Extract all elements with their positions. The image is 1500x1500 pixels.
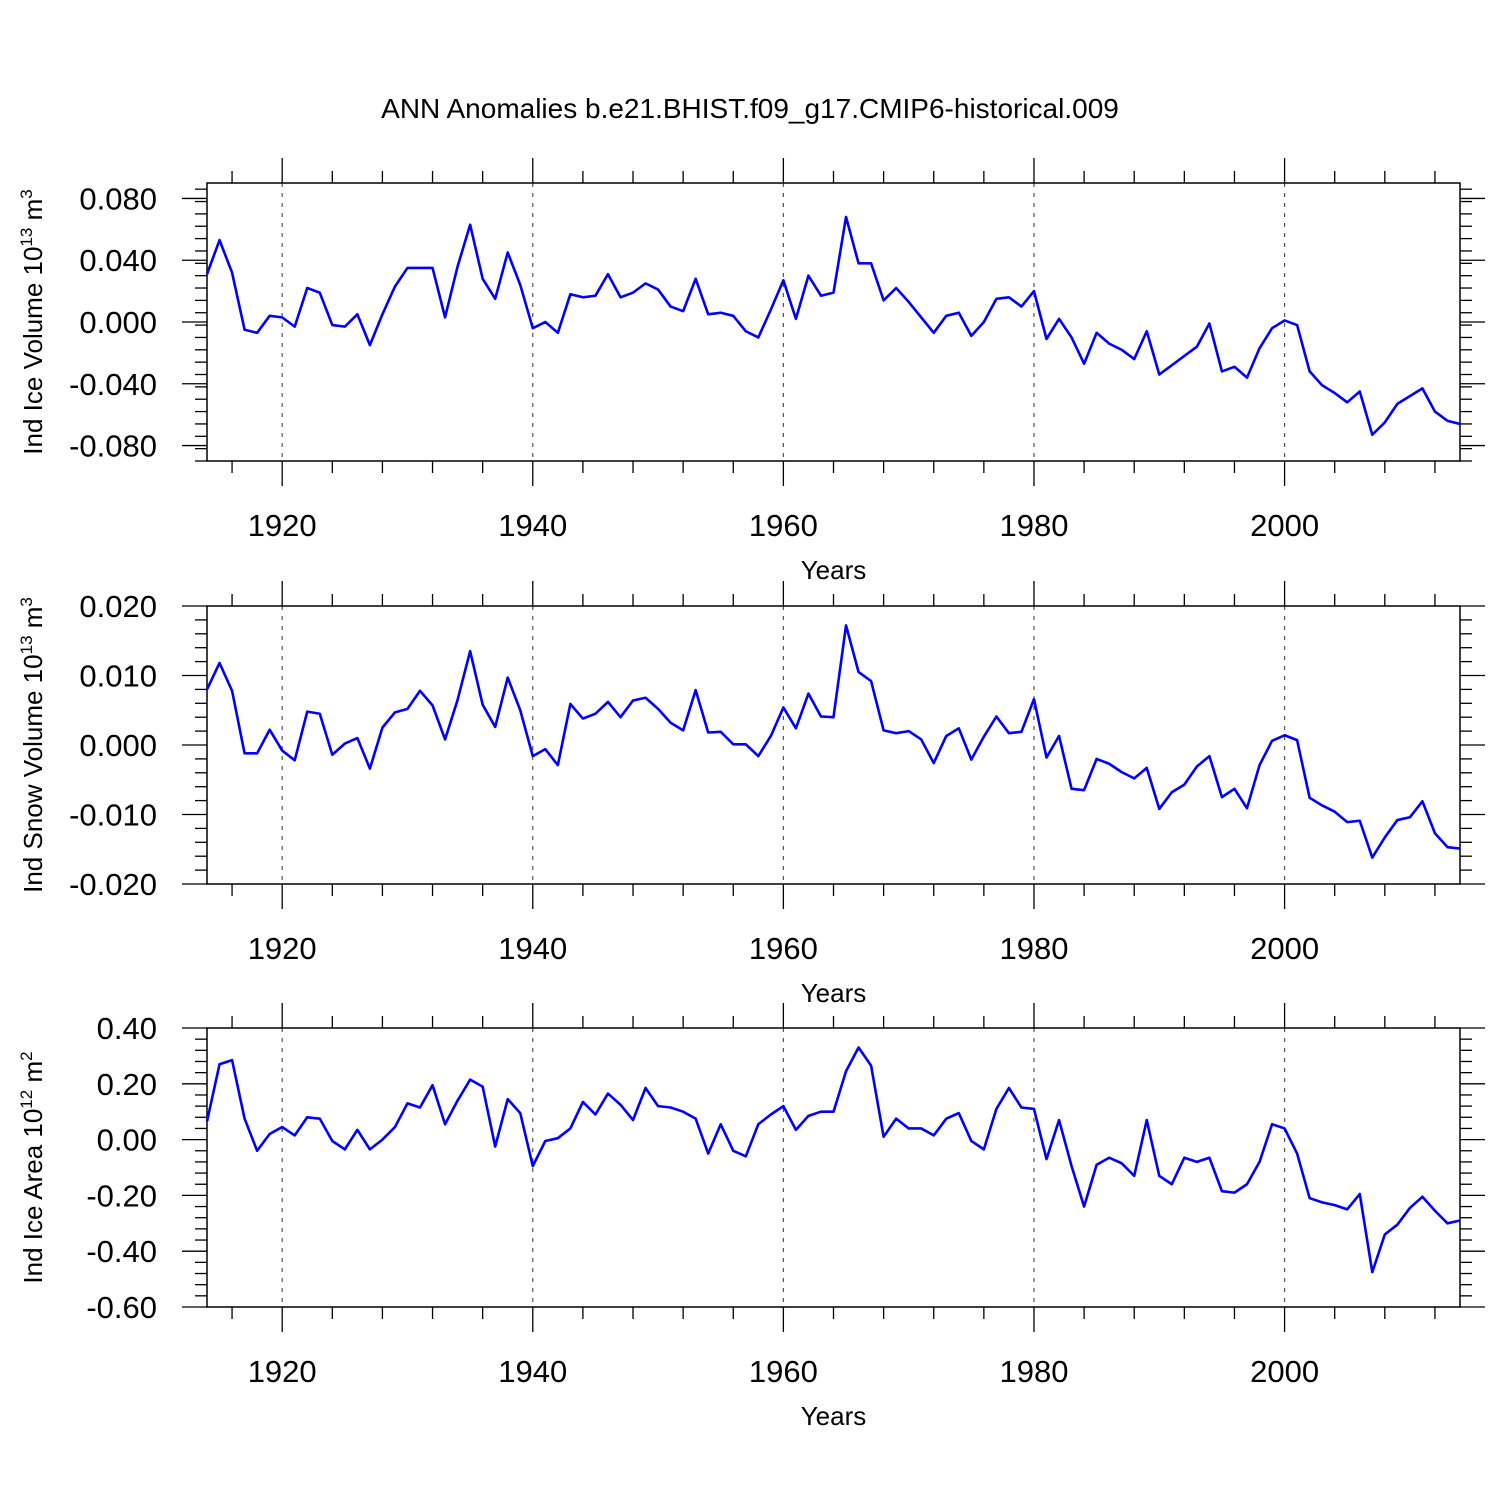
y-axis-label-unit-exponent: 3 xyxy=(17,597,36,606)
x-tick-label-1960: 1960 xyxy=(749,1354,818,1389)
y-axis-label-exponent: 12 xyxy=(17,1090,36,1109)
y-axis-label-main: Ind Ice Area 10 xyxy=(18,1109,48,1284)
y-tick-label: 0.000 xyxy=(79,305,157,340)
y-axis-label-unit-exponent: 2 xyxy=(17,1051,36,1060)
series-line-ice-volume xyxy=(205,215,1461,437)
y-tick-label: 0.010 xyxy=(79,659,157,694)
x-tick-label-1960: 1960 xyxy=(749,508,818,543)
y-axis-label-unit-exponent: 3 xyxy=(17,189,36,198)
x-tick-label-1920: 1920 xyxy=(248,508,317,543)
y-tick-label: 0.000 xyxy=(79,728,157,763)
y-tick-label: 0.40 xyxy=(97,1011,157,1046)
y-axis-label-exponent: 13 xyxy=(17,635,36,654)
x-tick-label-2000: 2000 xyxy=(1250,931,1319,966)
x-tick-label-1940: 1940 xyxy=(498,931,567,966)
y-axis-label-exponent: 13 xyxy=(17,228,36,247)
series-line-ice-area xyxy=(205,1046,1461,1274)
y-axis-label-main: Ind Ice Volume 10 xyxy=(18,247,48,455)
x-tick-label-1980: 1980 xyxy=(999,508,1068,543)
x-tick-label-1940: 1940 xyxy=(498,1354,567,1389)
y-axis-label-unit: m xyxy=(18,607,48,636)
panel-snow-volume: 1920 1940 1960 1980 2000 -0.020 -0.010 0.000 0.0… xyxy=(17,581,1485,1008)
chart-title: ANN Anomalies b.e21.BHIST.f09_g17.CMIP6-… xyxy=(381,93,1119,124)
panel-ice-area: 1920 1940 1960 1980 2000 -0.60 -0.40 -0.20 0.00 0… xyxy=(17,1003,1485,1431)
y-tick-label: -0.020 xyxy=(69,867,157,902)
x-axis-label: Years xyxy=(801,1401,867,1431)
y-tick-label: 0.040 xyxy=(79,243,157,278)
y-axis-label-unit: m xyxy=(18,199,48,228)
x-tick-label-1920: 1920 xyxy=(248,931,317,966)
y-tick-label: -0.60 xyxy=(86,1290,157,1325)
y-axis-label-unit: m xyxy=(18,1061,48,1090)
y-axis-label-main: Ind Snow Volume 10 xyxy=(18,654,48,893)
y-tick-label: -0.010 xyxy=(69,798,157,833)
y-tick-label: -0.080 xyxy=(69,429,157,464)
x-tick-label-1920: 1920 xyxy=(248,1354,317,1389)
y-tick-label: 0.00 xyxy=(97,1123,157,1158)
x-tick-label-2000: 2000 xyxy=(1250,1354,1319,1389)
x-tick-label-1980: 1980 xyxy=(999,1354,1068,1389)
x-axis-label: Years xyxy=(801,555,867,585)
x-tick-label-1960: 1960 xyxy=(749,931,818,966)
y-tick-label: -0.040 xyxy=(69,367,157,402)
y-tick-label: 0.080 xyxy=(79,181,157,216)
y-tick-label: -0.20 xyxy=(86,1178,157,1213)
x-tick-label-1980: 1980 xyxy=(999,931,1068,966)
y-axis-label: Ind Ice Area 1012 m2 xyxy=(17,1051,48,1283)
x-axis-label: Years xyxy=(801,978,867,1008)
y-tick-label: 0.20 xyxy=(97,1067,157,1102)
y-tick-label: 0.020 xyxy=(79,589,157,624)
panel-ice-volume: 1920 1940 1960 1980 2000 -0.080 -0.040 0.000 0.0… xyxy=(17,158,1485,585)
x-tick-label-2000: 2000 xyxy=(1250,508,1319,543)
series-line-snow-volume xyxy=(205,624,1461,859)
y-axis-label: Ind Snow Volume 1013 m3 xyxy=(17,597,48,893)
y-tick-label: -0.40 xyxy=(86,1234,157,1269)
y-axis-label: Ind Ice Volume 1013 m3 xyxy=(17,189,48,454)
x-tick-label-1940: 1940 xyxy=(498,508,567,543)
